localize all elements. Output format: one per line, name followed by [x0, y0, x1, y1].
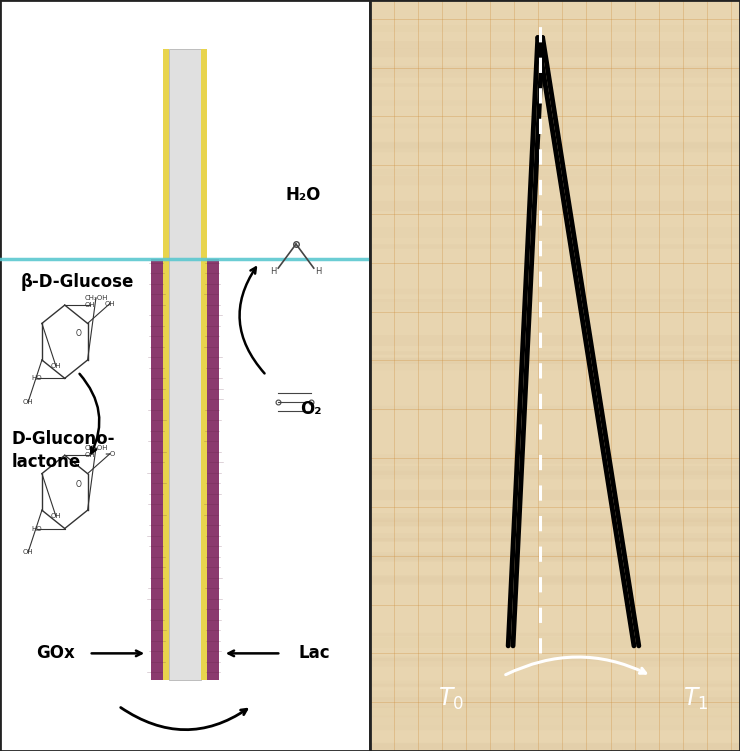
- Text: OH: OH: [50, 363, 61, 369]
- Bar: [163, 49, 169, 680]
- Text: CH₂OH: CH₂OH: [84, 295, 107, 301]
- Text: OH: OH: [84, 452, 95, 458]
- Text: O: O: [76, 330, 82, 339]
- Text: $T_0$: $T_0$: [439, 686, 464, 711]
- Bar: [169, 49, 201, 680]
- Text: OH: OH: [104, 300, 115, 306]
- Text: O: O: [76, 480, 82, 489]
- Text: D-Glucono-: D-Glucono-: [12, 430, 115, 448]
- Text: =O: =O: [104, 451, 115, 457]
- Text: OH: OH: [50, 513, 61, 519]
- Bar: [151, 259, 163, 680]
- Text: OH: OH: [84, 302, 95, 308]
- Text: H: H: [271, 267, 277, 276]
- Text: OH: OH: [23, 400, 33, 406]
- Text: HO: HO: [32, 526, 42, 532]
- Bar: [207, 259, 219, 680]
- Text: CH₂OH: CH₂OH: [84, 445, 107, 451]
- Text: O₂: O₂: [300, 400, 322, 418]
- Text: HO: HO: [32, 376, 42, 382]
- Text: β-D-Glucose: β-D-Glucose: [21, 273, 134, 291]
- Text: H₂O: H₂O: [286, 186, 321, 204]
- Text: OH: OH: [23, 550, 33, 556]
- Text: Lac: Lac: [299, 644, 330, 662]
- Text: $T_1$: $T_1$: [683, 686, 708, 711]
- Text: lactone: lactone: [12, 453, 81, 471]
- Text: GOx: GOx: [36, 644, 75, 662]
- Bar: [201, 49, 207, 680]
- Text: H: H: [315, 267, 321, 276]
